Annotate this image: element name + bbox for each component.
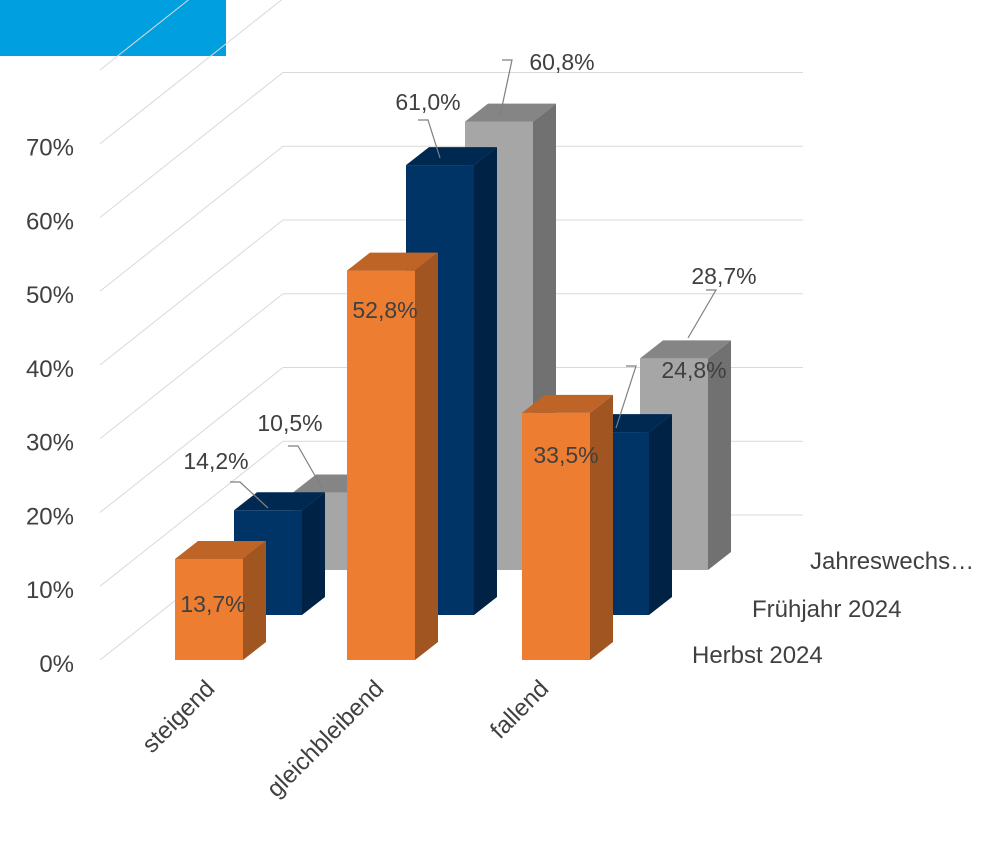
y-tick-label: 70% <box>26 135 74 162</box>
bar-gleichbleibend-0 <box>347 252 438 660</box>
data-label: 61,0% <box>395 89 460 115</box>
bar-side <box>708 340 731 570</box>
gridline-diagonal <box>99 293 284 440</box>
bar-top <box>640 340 731 359</box>
y-tick-label: 50% <box>26 282 74 309</box>
x-tick-label: fallend <box>485 675 554 744</box>
x-tick-label: steigend <box>137 675 220 758</box>
bar-side <box>590 394 613 660</box>
bar-side <box>649 414 672 615</box>
series-axis-label: Jahreswechs… <box>810 548 974 575</box>
bar-top <box>522 394 613 413</box>
gridline-diagonal <box>99 0 283 145</box>
corner-accent-box <box>0 0 226 56</box>
data-label-leader <box>418 119 441 159</box>
bar-top <box>406 147 497 166</box>
data-label-leader <box>615 365 637 429</box>
data-label: 14,2% <box>183 448 248 474</box>
bar-top <box>347 252 438 271</box>
data-label-leader <box>230 481 269 509</box>
gridline-diagonal <box>99 219 284 366</box>
y-tick-label: 10% <box>26 577 74 604</box>
data-label-leader <box>499 59 513 117</box>
y-tick-label: 0% <box>39 651 74 678</box>
data-label: 24,8% <box>661 357 726 383</box>
gridline-diagonal <box>99 440 284 587</box>
data-label-leader <box>288 445 323 489</box>
bar-top <box>175 540 266 559</box>
y-tick-label: 20% <box>26 503 74 530</box>
series-axis-label: Herbst 2024 <box>692 642 823 669</box>
data-label: 33,5% <box>533 442 598 468</box>
y-tick-label: 30% <box>26 430 74 457</box>
bar-top <box>465 103 556 122</box>
data-label: 13,7% <box>180 591 245 617</box>
bar-front <box>522 412 590 660</box>
bar-side <box>415 252 438 660</box>
bar-fallend-0 <box>522 394 613 660</box>
y-tick-label: 40% <box>26 356 74 383</box>
bar-front <box>175 558 243 660</box>
data-label: 60,8% <box>529 49 594 75</box>
gridline-diagonal <box>99 0 190 71</box>
data-label: 52,8% <box>352 297 417 323</box>
gridline-diagonal <box>99 145 284 292</box>
x-tick-label: gleichbleibend <box>262 675 390 803</box>
gridline-diagonal <box>99 72 284 218</box>
bar-front <box>347 270 415 660</box>
data-label-leader <box>687 289 718 339</box>
bar-steigend-0 <box>175 540 266 660</box>
y-tick-label: 60% <box>26 208 74 235</box>
bar-side <box>243 540 266 660</box>
bar-side <box>474 147 497 616</box>
data-label: 10,5% <box>257 410 322 436</box>
data-label: 28,7% <box>691 263 756 289</box>
gridline-diagonal <box>99 367 284 513</box>
bar-side <box>302 492 325 615</box>
series-axis-label: Frühjahr 2024 <box>752 596 901 623</box>
